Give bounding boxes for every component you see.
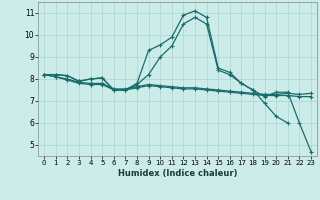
X-axis label: Humidex (Indice chaleur): Humidex (Indice chaleur) bbox=[118, 169, 237, 178]
